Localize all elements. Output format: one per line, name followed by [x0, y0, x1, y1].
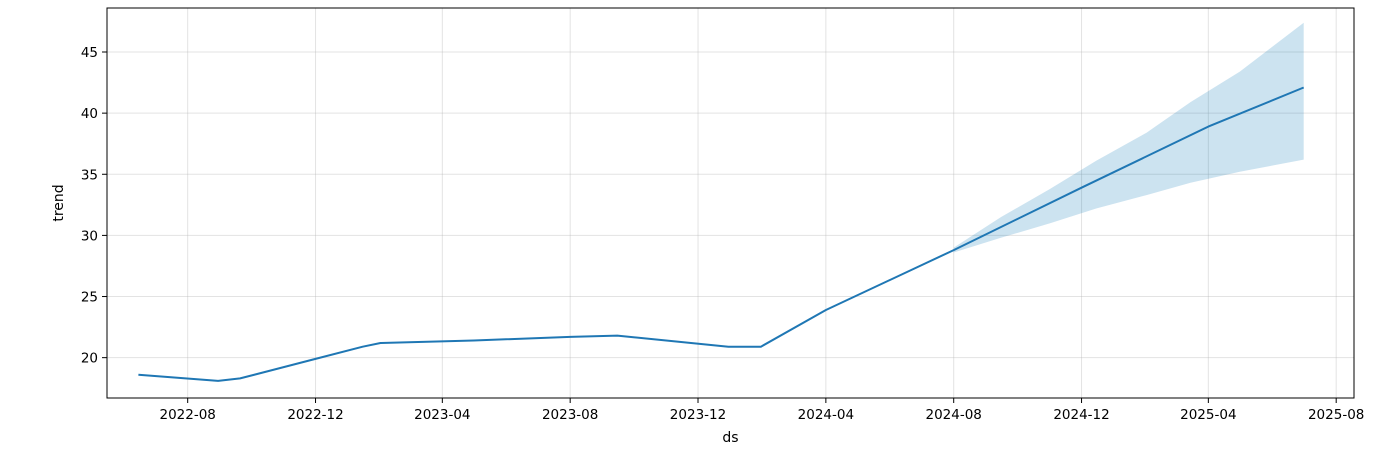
x-axis-label: ds [722, 430, 738, 446]
x-tick-label: 2024-12 [1053, 407, 1109, 423]
y-tick-label: 30 [81, 228, 98, 244]
x-tick-label: 2022-12 [287, 407, 343, 423]
x-axis-ticks: 2022-08 2022-12 2023-04 2023-08 2023-12 2024-… [159, 398, 1364, 423]
y-axis-ticks: 20 25 30 35 40 45 [81, 45, 107, 367]
trend-series-line [138, 86, 1305, 382]
y-tick-label: 35 [81, 167, 98, 183]
plot-frame [106, 7, 1355, 399]
uncertainty-area [953, 22, 1304, 253]
uncertainty-band [953, 22, 1304, 253]
y-tick-label: 40 [81, 106, 98, 122]
x-tick-label: 2023-08 [542, 407, 598, 423]
x-tick-label: 2023-04 [414, 407, 470, 423]
x-tick-label: 2025-04 [1180, 407, 1236, 423]
y-tick-label: 45 [81, 45, 98, 61]
y-tick-label: 25 [81, 290, 98, 306]
x-tick-label: 2024-04 [798, 407, 854, 423]
x-tick-label: 2023-12 [670, 407, 726, 423]
x-tick-label: 2024-08 [925, 407, 981, 423]
grid-lines [107, 8, 1354, 398]
y-tick-label: 20 [81, 351, 98, 367]
trend-line [138, 86, 1305, 382]
x-tick-label: 2025-08 [1308, 407, 1364, 423]
y-axis-label: trend [51, 184, 67, 221]
x-tick-label: 2022-08 [159, 407, 215, 423]
